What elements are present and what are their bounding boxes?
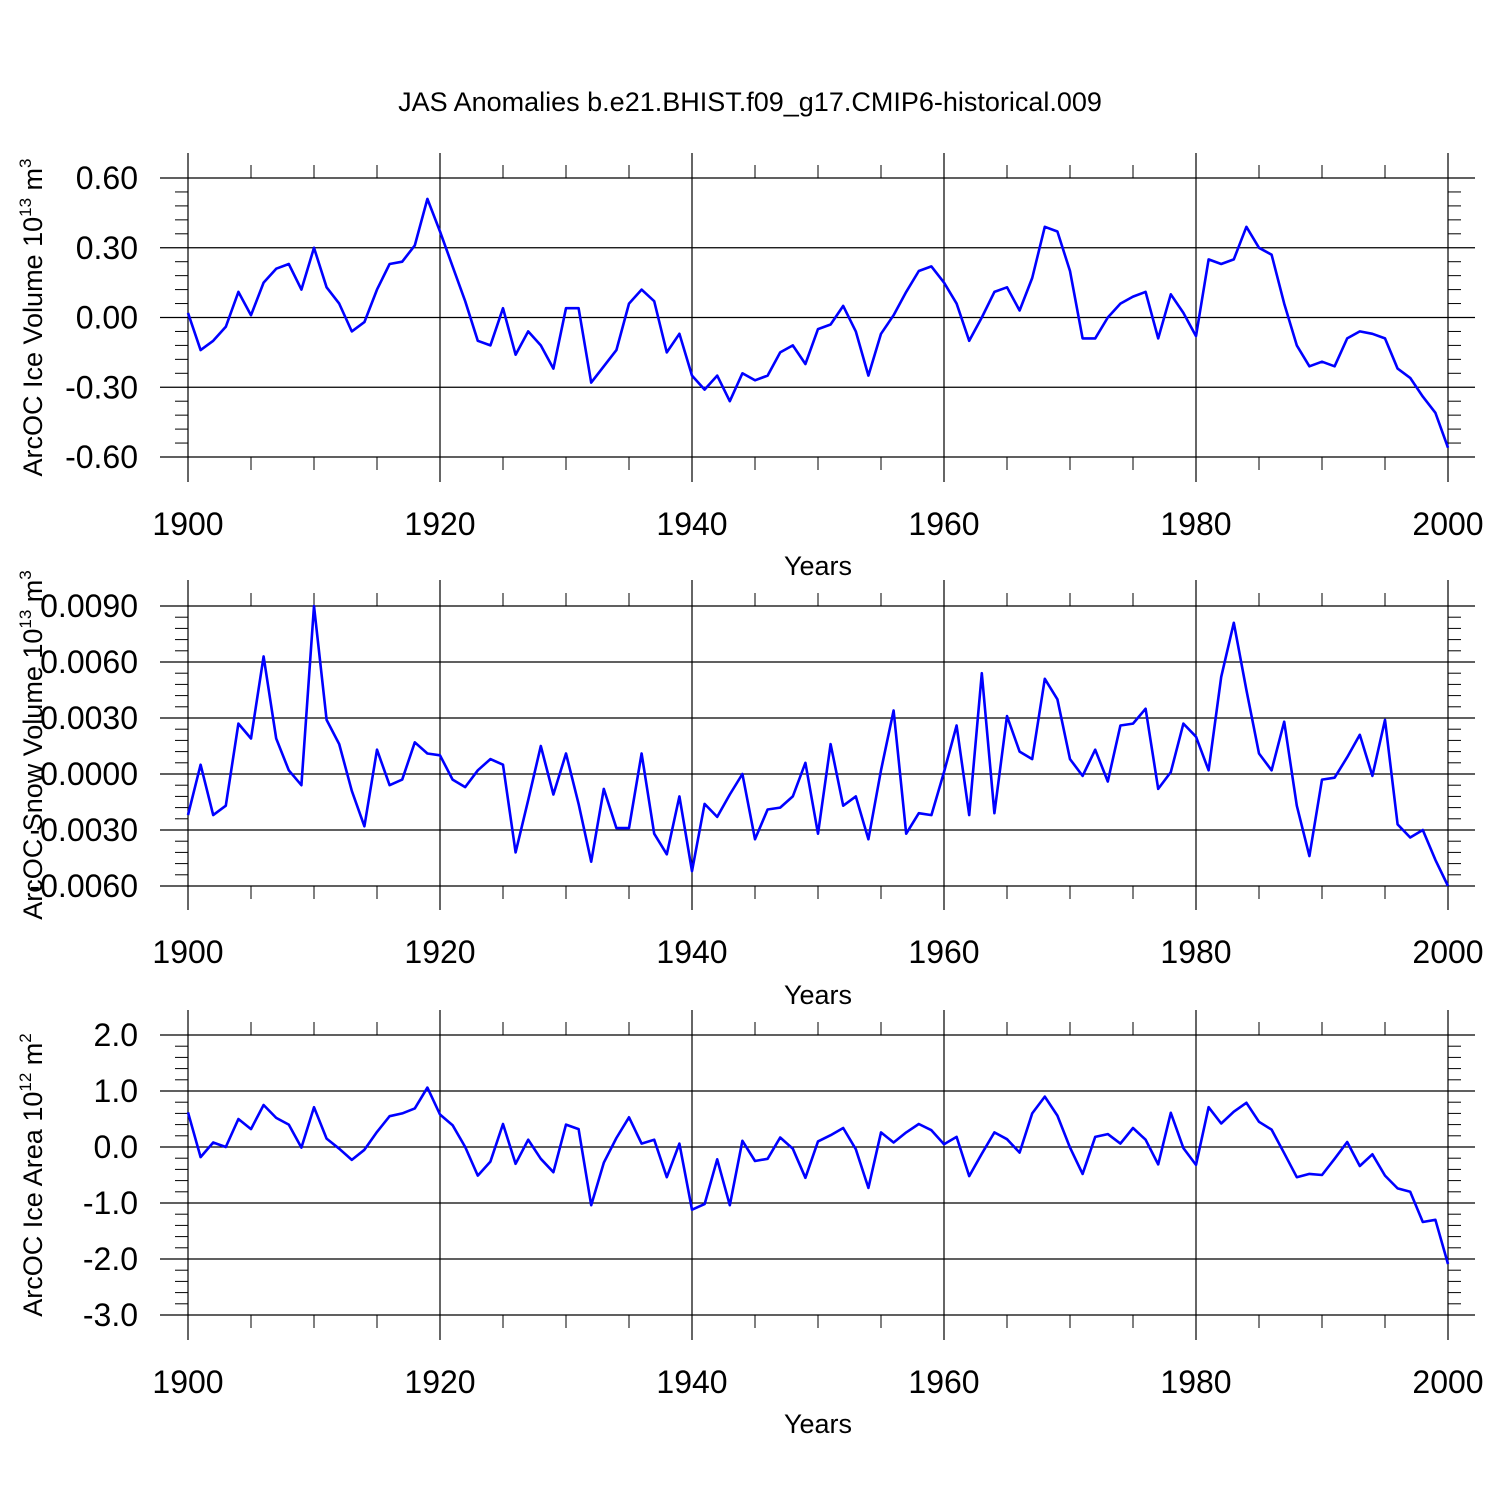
x-tick-label: 2000 — [1412, 934, 1483, 970]
x-tick-label: 1940 — [656, 1364, 727, 1400]
y-tick-label: -0.60 — [65, 439, 138, 475]
y-tick-label: -1.0 — [83, 1185, 138, 1221]
chart-title: JAS Anomalies b.e21.BHIST.f09_g17.CMIP6-… — [398, 87, 1102, 117]
panel-2: -0.0060 -0.0030 0.0000 0.0030 0.0060 0.0090 19… — [16, 570, 1484, 1010]
panel-1: -0.60 -0.30 0.00 0.30 0.60 1900 1920 1940 1960 19… — [16, 153, 1484, 581]
y-tick-label: 0.0060 — [40, 644, 138, 680]
y-axis-label-text: ArcOC Ice Area 10 — [18, 1092, 48, 1317]
y-tick-label: -0.30 — [65, 369, 138, 405]
y-tick-label: 0.0 — [94, 1129, 138, 1165]
x-axis-label: Years — [784, 1409, 852, 1439]
y-axis-label-exponent: 12 — [16, 1073, 35, 1092]
y-axis-label-exponent: 13 — [16, 198, 35, 217]
x-axis-label: Years — [784, 980, 852, 1010]
panel-3: -3.0 -2.0 -1.0 0.0 1.0 2.0 1900 1920 1940 1960 198… — [16, 1010, 1484, 1439]
x-tick-label: 1920 — [404, 934, 475, 970]
x-tick-label: 1940 — [656, 506, 727, 542]
x-tick-label: 1980 — [1160, 1364, 1231, 1400]
y-tick-label: 0.00 — [76, 300, 138, 336]
y-axis-label-text: ArcOC Ice Volume 10 — [18, 217, 48, 477]
y-tick-label: 0.60 — [76, 160, 138, 196]
y-tick-label: -0.0030 — [29, 812, 138, 848]
chart-panels: -0.60 -0.30 0.00 0.30 0.60 1900 1920 1940 1960 19… — [16, 153, 1484, 1439]
y-axis-label-unit: m — [18, 168, 48, 198]
y-axis-label: ArcOC Snow Volume 1013 m3 — [16, 570, 48, 920]
y-axis-label-unit-exponent: 3 — [16, 570, 35, 579]
y-tick-label: 0.0030 — [40, 700, 138, 736]
x-tick-label: 1960 — [908, 506, 979, 542]
y-tick-label: 0.0090 — [40, 588, 138, 624]
x-tick-label: 1980 — [1160, 506, 1231, 542]
x-axis-label: Years — [784, 551, 852, 581]
y-axis-label-unit-exponent: 3 — [16, 158, 35, 167]
x-tick-label: 1920 — [404, 1364, 475, 1400]
y-tick-label: 2.0 — [94, 1017, 138, 1053]
y-tick-label: -2.0 — [83, 1241, 138, 1277]
series-line — [186, 1086, 1450, 1265]
y-axis-label-unit: m — [18, 1043, 48, 1073]
x-tick-label: 1900 — [152, 934, 223, 970]
y-axis-label-exponent: 13 — [16, 610, 35, 629]
y-axis-label-text: ArcOC Snow Volume 10 — [18, 629, 48, 920]
y-axis-label: ArcOC Ice Area 1012 m2 — [16, 1033, 48, 1317]
x-tick-label: 1960 — [908, 1364, 979, 1400]
y-axis-label-unit-exponent: 2 — [16, 1033, 35, 1042]
y-axis-label: ArcOC Ice Volume 1013 m3 — [16, 158, 48, 476]
y-axis-label-unit: m — [18, 580, 48, 610]
x-tick-label: 1900 — [152, 506, 223, 542]
x-tick-label: 1940 — [656, 934, 727, 970]
y-tick-label: 0.30 — [76, 230, 138, 266]
x-tick-label: 1980 — [1160, 934, 1231, 970]
y-tick-label: -3.0 — [83, 1297, 138, 1333]
y-tick-label: -0.0060 — [29, 868, 138, 904]
y-tick-label: 0.0000 — [40, 756, 138, 792]
series-line — [186, 604, 1450, 887]
x-tick-label: 1960 — [908, 934, 979, 970]
x-tick-label: 1900 — [152, 1364, 223, 1400]
x-tick-label: 2000 — [1412, 506, 1483, 542]
x-tick-label: 2000 — [1412, 1364, 1483, 1400]
series-line — [186, 197, 1450, 449]
x-tick-label: 1920 — [404, 506, 475, 542]
y-tick-label: 1.0 — [94, 1073, 138, 1109]
